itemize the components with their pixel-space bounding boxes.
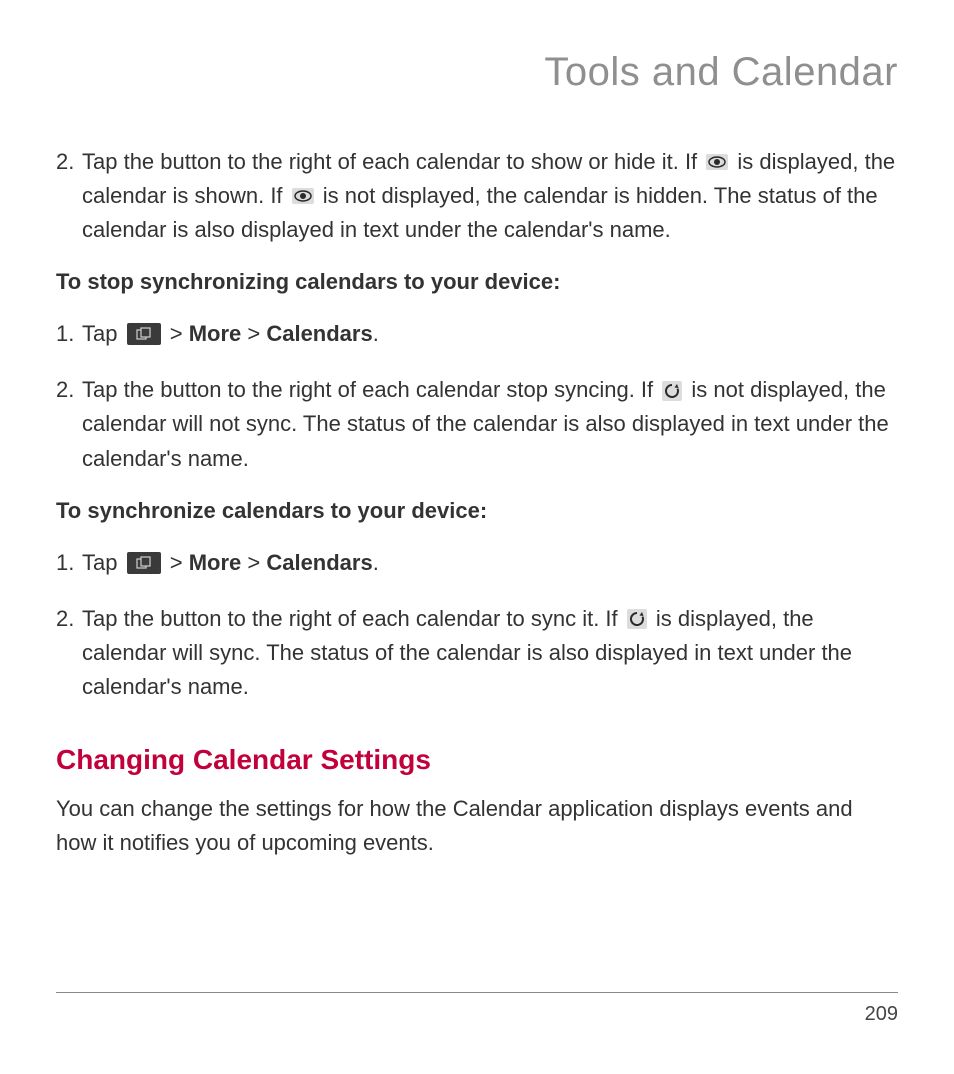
stop-sync-step-1: 1. Tap > More > Calendars. <box>56 317 898 351</box>
subheading-stop-sync: To stop synchronizing calendars to your … <box>56 269 898 295</box>
refresh-icon <box>627 609 647 629</box>
sync-step-1: 1. Tap > More > Calendars. <box>56 546 898 580</box>
eye-icon <box>706 154 728 170</box>
text: Tap the button to the right of each cale… <box>82 377 659 402</box>
eye-icon <box>292 188 314 204</box>
list-number: 2. <box>56 145 82 247</box>
list-body: Tap > More > Calendars. <box>82 546 898 580</box>
text: Tap <box>82 321 124 346</box>
more-label: More <box>189 550 242 575</box>
more-label: More <box>189 321 242 346</box>
refresh-icon <box>662 381 682 401</box>
separator: > <box>170 550 189 575</box>
separator: > <box>241 321 266 346</box>
text: Tap the button to the right of each cale… <box>82 606 624 631</box>
step-2-show-hide: 2. Tap the button to the right of each c… <box>56 145 898 247</box>
subheading-sync: To synchronize calendars to your device: <box>56 498 898 524</box>
footer-divider <box>56 992 898 993</box>
calendars-label: Calendars <box>266 550 372 575</box>
list-body: Tap the button to the right of each cale… <box>82 602 898 704</box>
menu-key-icon <box>127 323 161 345</box>
list-number: 1. <box>56 546 82 580</box>
separator: > <box>170 321 189 346</box>
page-title: Tools and Calendar <box>56 50 898 95</box>
list-body: Tap the button to the right of each cale… <box>82 373 898 475</box>
list-number: 2. <box>56 373 82 475</box>
page-footer: 209 <box>56 992 898 1026</box>
manual-page: Tools and Calendar 2. Tap the button to … <box>0 0 954 1074</box>
list-number: 2. <box>56 602 82 704</box>
text: Tap <box>82 550 124 575</box>
calendars-label: Calendars <box>266 321 372 346</box>
list-body: Tap the button to the right of each cale… <box>82 145 898 247</box>
separator: > <box>241 550 266 575</box>
page-number: 209 <box>56 1003 898 1026</box>
section-title-changing-settings: Changing Calendar Settings <box>56 744 898 776</box>
stop-sync-step-2: 2. Tap the button to the right of each c… <box>56 373 898 475</box>
text: Tap the button to the right of each cale… <box>82 149 703 174</box>
period: . <box>373 550 379 575</box>
period: . <box>373 321 379 346</box>
list-body: Tap > More > Calendars. <box>82 317 898 351</box>
settings-body: You can change the settings for how the … <box>56 792 898 860</box>
sync-step-2: 2. Tap the button to the right of each c… <box>56 602 898 704</box>
list-number: 1. <box>56 317 82 351</box>
menu-key-icon <box>127 552 161 574</box>
